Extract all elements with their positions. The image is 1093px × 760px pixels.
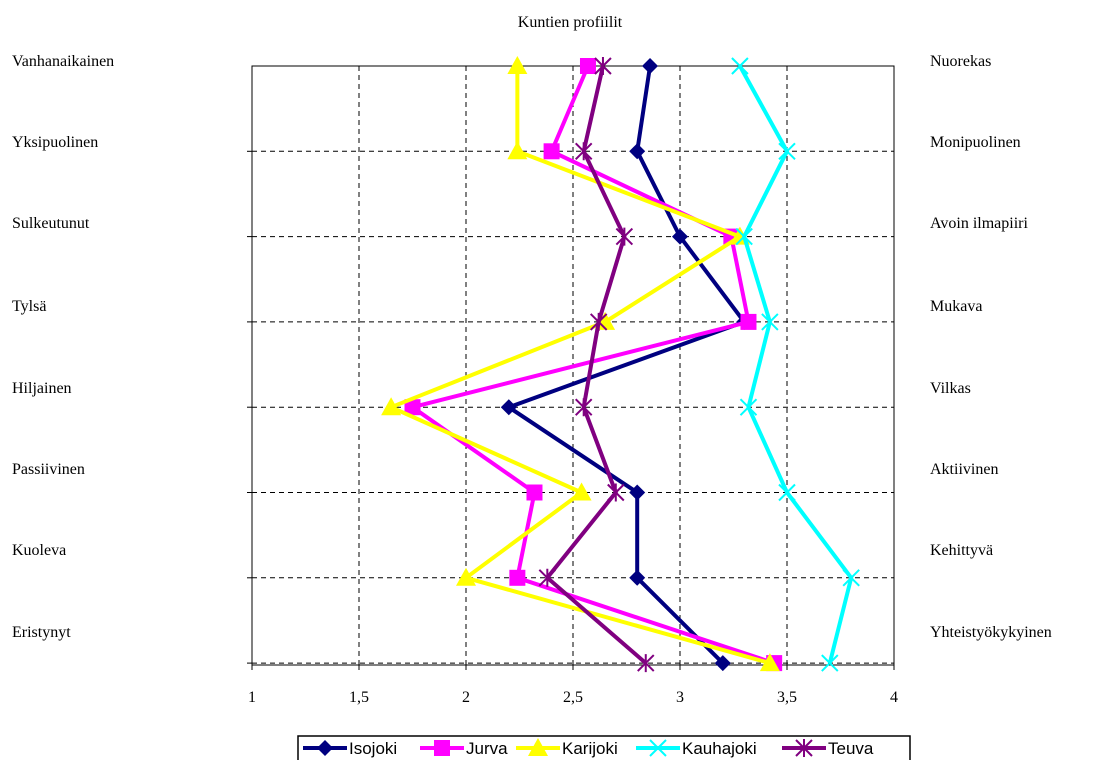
data-point-kauhajoki xyxy=(778,483,796,502)
x-tick-label: 1,5 xyxy=(349,689,369,706)
data-point-karijoki xyxy=(507,141,528,160)
data-point-kauhajoki xyxy=(739,398,758,416)
series-line-teuva xyxy=(545,65,648,665)
right-dimension-label: Vilkas xyxy=(930,380,971,397)
series-line-jurva xyxy=(410,65,775,665)
data-point-jurva xyxy=(579,58,596,74)
data-point-kauhajoki xyxy=(735,227,753,246)
right-dimension-label: Yhteistyökykyinen xyxy=(930,624,1052,641)
data-point-teuva xyxy=(615,227,634,246)
data-point-kauhajoki xyxy=(821,654,839,672)
plot-area: 1 1,5 2 2,5 3 3,5 4 xyxy=(248,65,898,706)
data-point-kauhajoki xyxy=(761,313,779,331)
data-point-isojoki xyxy=(642,58,659,74)
legend-label-jurva: Jurva xyxy=(466,739,508,758)
legend: Isojoki Jurva Karijoki Kauhajoki Teuva xyxy=(297,735,911,760)
data-point-karijoki xyxy=(595,311,616,330)
left-dimension-label: Sulkeutunut xyxy=(12,215,90,232)
data-point-karijoki xyxy=(759,653,780,672)
legend-label-teuva: Teuva xyxy=(828,739,874,758)
left-dimension-label: Eristynyt xyxy=(12,624,71,641)
right-dimension-label: Aktiivinen xyxy=(930,461,998,478)
data-point-isojoki xyxy=(500,399,517,416)
data-point-isojoki xyxy=(629,569,646,586)
legend-marker-jurva xyxy=(434,740,450,756)
data-point-jurva xyxy=(543,143,560,160)
legend-label-karijoki: Karijoki xyxy=(562,739,618,758)
left-dimension-label: Tylsä xyxy=(12,298,46,315)
data-point-jurva xyxy=(404,399,421,416)
data-point-teuva xyxy=(607,483,625,502)
series-lines xyxy=(381,56,860,673)
x-tick-label: 1 xyxy=(248,689,256,706)
legend-marker-isojoki xyxy=(317,740,333,756)
x-tick-label: 2,5 xyxy=(563,689,583,706)
dimension-labels: Vanhanaikainen Yksipuolinen Sulkeutunut Tyl… xyxy=(12,53,1052,641)
data-point-teuva xyxy=(589,312,608,331)
x-tick-label: 3,5 xyxy=(777,689,797,706)
right-dimension-label: Avoin ilmapiiri xyxy=(930,215,1028,232)
series-line-kauhajoki xyxy=(738,65,854,664)
data-point-karijoki xyxy=(381,397,402,416)
data-point-teuva xyxy=(574,142,593,161)
legend-marker-kauhajoki xyxy=(649,739,667,757)
legend-marker-teuva xyxy=(795,739,813,757)
data-point-isojoki xyxy=(629,484,646,501)
x-tick-label: 2 xyxy=(462,689,470,706)
series-line-karijoki xyxy=(389,66,771,666)
data-point-teuva xyxy=(637,654,655,673)
data-point-karijoki xyxy=(507,56,528,74)
left-dimension-label: Vanhanaikainen xyxy=(12,53,114,70)
chart-title: Kuntien profiilit xyxy=(518,14,623,31)
data-point-jurva xyxy=(526,484,543,501)
data-point-isojoki xyxy=(714,655,731,672)
data-point-kauhajoki xyxy=(778,142,796,161)
legend-label-kauhajoki: Kauhajoki xyxy=(682,739,757,758)
right-dimension-label: Monipuolinen xyxy=(930,134,1021,151)
data-point-kauhajoki xyxy=(731,57,749,75)
data-point-kauhajoki xyxy=(842,569,860,587)
right-dimension-label: Nuorekas xyxy=(930,53,991,70)
data-point-teuva xyxy=(594,57,612,75)
right-dimension-label: Kehittyvä xyxy=(930,542,993,559)
data-point-isojoki xyxy=(629,143,646,160)
x-tick-label: 3 xyxy=(676,689,684,706)
left-dimension-label: Yksipuolinen xyxy=(12,134,98,151)
data-point-teuva xyxy=(538,568,557,587)
data-point-jurva xyxy=(509,569,526,586)
data-point-karijoki xyxy=(571,482,592,501)
right-dimension-label: Mukava xyxy=(930,298,982,315)
left-dimension-label: Passiivinen xyxy=(12,461,85,478)
left-dimension-label: Hiljainen xyxy=(12,380,72,397)
legend-label-isojoki: Isojoki xyxy=(349,739,397,758)
left-dimension-label: Kuoleva xyxy=(12,542,66,559)
data-point-jurva xyxy=(740,313,757,330)
legend-box xyxy=(297,735,911,760)
data-point-isojoki xyxy=(672,228,688,245)
data-point-teuva xyxy=(574,398,593,417)
data-point-karijoki xyxy=(456,567,476,586)
x-tick-label: 4 xyxy=(890,689,898,706)
series-line-isojoki xyxy=(506,65,747,665)
legend-marker-karijoki xyxy=(528,738,548,756)
